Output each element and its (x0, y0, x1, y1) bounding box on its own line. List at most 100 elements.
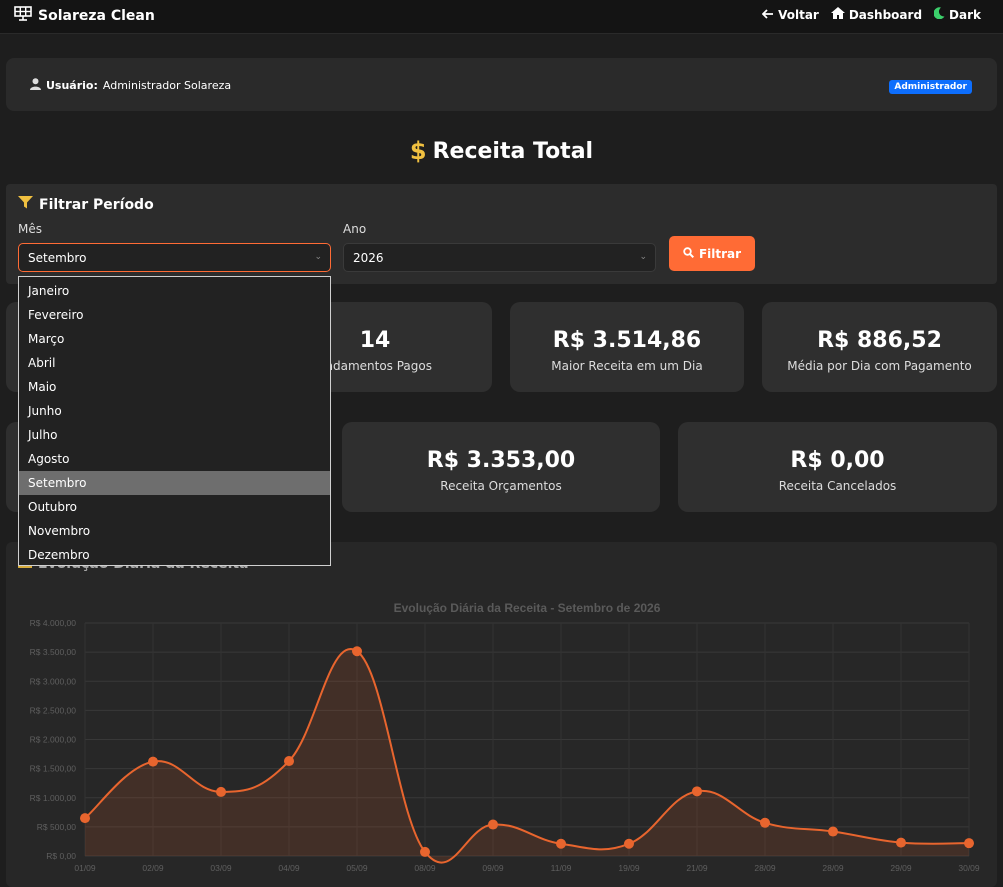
stat-label: Receita Orçamentos (440, 479, 562, 493)
user-icon (30, 78, 41, 93)
arrow-left-icon (761, 8, 774, 22)
data-point (692, 786, 702, 797)
page-title-text: Receita Total (432, 138, 594, 164)
filter-title-text: Filtrar Período (39, 196, 154, 213)
x-tick-label: 21/09 (686, 863, 708, 873)
user-name: Administrador Solareza (102, 79, 232, 92)
solar-panel-icon (14, 6, 32, 25)
page-title: $ Receita Total (0, 137, 1003, 165)
stat-card-orcamentos: R$ 3.353,00 Receita Orçamentos (342, 422, 660, 512)
y-tick-label: R$ 1.500,00 (30, 764, 77, 774)
data-point (488, 819, 498, 830)
nav-voltar-label: Voltar (778, 7, 819, 22)
year-select[interactable]: 2026 ⌄ (343, 243, 656, 272)
x-tick-label: 29/09 (890, 863, 912, 873)
role-badge: Administrador (889, 80, 972, 94)
user-info: Usuário: Administrador Solareza (30, 78, 231, 93)
funnel-icon (18, 196, 33, 213)
month-option[interactable]: Abril (28, 356, 56, 370)
month-select[interactable]: Setembro ⌄ (18, 243, 331, 272)
x-tick-label: 04/09 (278, 863, 300, 873)
month-dropdown-list[interactable]: Janeiro Fevereiro Março Abril Maio Junho Julho… (18, 276, 331, 566)
x-tick-label: 28/09 (822, 863, 844, 873)
y-tick-label: R$ 3.000,00 (30, 676, 77, 686)
stat-value: R$ 3.514,86 (552, 328, 702, 353)
stat-value: 14 (359, 328, 391, 353)
year-select-value: 2026 (353, 251, 384, 265)
nav-voltar[interactable]: Voltar (761, 7, 819, 22)
data-point (828, 826, 838, 837)
stat-label: endamentos Pagos (317, 359, 432, 373)
y-tick-label: R$ 1.000,00 (30, 793, 77, 803)
x-tick-label: 19/09 (618, 863, 640, 873)
y-tick-label: R$ 3.500,00 (30, 647, 77, 657)
x-tick-label: 02/09 (142, 863, 164, 873)
data-point (420, 846, 430, 857)
month-option[interactable]: Dezembro (28, 548, 90, 562)
filter-card: Filtrar Período Mês Setembro ⌄ Ano 2026 … (6, 184, 997, 284)
month-option[interactable]: Novembro (28, 524, 91, 538)
y-tick-label: R$ 4.000,00 (30, 618, 77, 628)
user-label: Usuário: (46, 79, 98, 92)
year-label: Ano (343, 222, 367, 236)
x-tick-label: 05/09 (346, 863, 368, 873)
user-card: Usuário: Administrador Solareza Administ… (6, 58, 997, 111)
data-point (964, 838, 974, 849)
theme-toggle[interactable]: Dark (933, 7, 981, 22)
month-option[interactable]: Janeiro (28, 284, 70, 298)
y-tick-label: R$ 2.000,00 (30, 735, 77, 745)
dollar-icon: $ (409, 137, 427, 165)
month-option[interactable]: Junho (28, 404, 62, 418)
x-tick-label: 03/09 (210, 863, 232, 873)
month-select-value: Setembro (28, 251, 87, 265)
series-line (84, 648, 970, 864)
data-point (80, 813, 90, 824)
data-point (760, 817, 770, 828)
brand[interactable]: Solareza Clean (14, 6, 155, 25)
x-tick-label: 30/09 (958, 863, 980, 873)
month-option[interactable]: Setembro (19, 471, 330, 495)
chart-card: Evolução Diária da Receita Evolução Diár… (6, 542, 997, 887)
chart-title: Evolução Diária da Receita - Setembro de… (394, 601, 661, 615)
moon-icon (933, 7, 945, 22)
month-option[interactable]: Maio (28, 380, 57, 394)
theme-toggle-label: Dark (949, 7, 981, 22)
nav-dashboard[interactable]: Dashboard (830, 7, 923, 22)
data-point (284, 756, 294, 767)
x-tick-label: 09/09 (482, 863, 504, 873)
search-icon (683, 246, 694, 261)
data-point (216, 786, 226, 797)
data-point (624, 838, 634, 849)
month-option[interactable]: Outubro (28, 500, 77, 514)
stat-label: Receita Cancelados (778, 479, 897, 493)
filter-button-label: Filtrar (698, 246, 742, 261)
y-tick-label: R$ 500,00 (37, 822, 76, 832)
stat-card-cancelados: R$ 0,00 Receita Cancelados (678, 422, 997, 512)
chevron-down-icon: ⌄ (639, 252, 647, 262)
y-tick-label: R$ 2.500,00 (30, 705, 77, 715)
series-area (85, 649, 969, 863)
month-option[interactable]: Fevereiro (28, 308, 84, 322)
nav-dashboard-label: Dashboard (848, 7, 923, 22)
filter-button[interactable]: Filtrar (669, 236, 755, 271)
month-option[interactable]: Agosto (28, 452, 70, 466)
data-point (148, 756, 158, 767)
month-label: Mês (18, 222, 42, 236)
stat-value: R$ 886,52 (817, 328, 942, 353)
x-tick-label: 01/09 (74, 863, 96, 873)
stat-label: Maior Receita em um Dia (551, 359, 703, 373)
stat-card-maior-receita: R$ 3.514,86 Maior Receita em um Dia (510, 302, 744, 392)
data-point (352, 646, 362, 657)
navbar: Solareza Clean Voltar Dashboard Dark (0, 0, 1003, 34)
month-option[interactable]: Março (28, 332, 65, 346)
x-tick-label: 08/09 (414, 863, 436, 873)
stat-value: R$ 3.353,00 (426, 448, 576, 473)
brand-name: Solareza Clean (38, 7, 155, 24)
month-option[interactable]: Julho (28, 428, 58, 442)
chevron-down-icon: ⌄ (314, 252, 322, 262)
revenue-chart: Evolução Diária da Receita - Setembro de… (30, 601, 980, 873)
home-icon (830, 7, 845, 22)
stat-card-media-dia: R$ 886,52 Média por Dia com Pagamento (762, 302, 997, 392)
x-tick-label: 11/09 (551, 863, 572, 873)
x-tick-label: 28/09 (754, 863, 776, 873)
